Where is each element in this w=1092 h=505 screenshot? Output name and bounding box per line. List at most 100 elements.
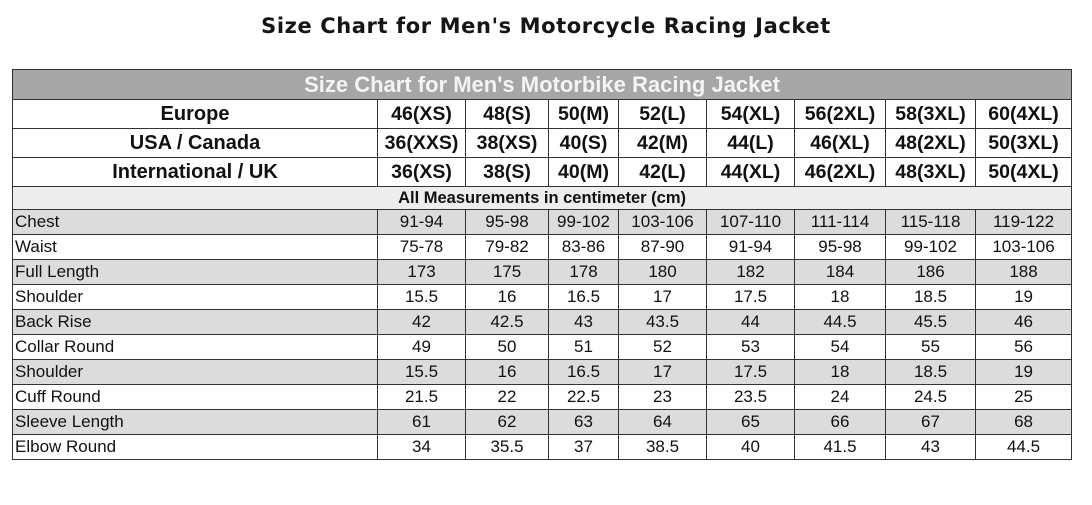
measurement-row: Shoulder 15.5 16 16.5 17 17.5 18 18.5 19: [12, 284, 1073, 310]
measurement-value-cell: 175: [465, 259, 549, 285]
size-chart-table: Size Chart for Men's Motorbike Racing Ja…: [11, 69, 1073, 460]
size-system-row: Europe 46(XS) 48(S) 50(M) 52(L) 54(XL) 56(2XL)…: [12, 99, 1073, 129]
measurement-value-cell: 24.5: [885, 384, 976, 410]
measurement-value-cell: 49: [377, 334, 466, 360]
measurement-label: Back Rise: [12, 309, 378, 335]
measurement-value-cell: 24: [794, 384, 886, 410]
measurement-value-cell: 46: [974, 309, 1073, 335]
measurement-value-cell: 44.5: [974, 434, 1073, 460]
measurement-value-cell: 182: [706, 259, 795, 285]
size-header-cell: 46(XS): [377, 99, 466, 129]
size-header-cell: 44(L): [706, 128, 795, 158]
measurement-label: Sleeve Length: [12, 409, 378, 435]
measurement-value-cell: 41.5: [794, 434, 886, 460]
measurement-label: Waist: [12, 234, 378, 260]
table-banner: Size Chart for Men's Motorbike Racing Ja…: [11, 69, 1073, 100]
measurement-value-cell: 56: [974, 334, 1073, 360]
size-header-cell: 48(3XL): [885, 157, 976, 187]
size-header-cell: 36(XXS): [377, 128, 466, 158]
size-header-cell: 46(2XL): [794, 157, 886, 187]
measurement-row: Sleeve Length 61 62 63 64 65 66 67 68: [12, 409, 1073, 435]
measurement-value-cell: 16: [465, 284, 549, 310]
measurement-value-cell: 21.5: [377, 384, 466, 410]
size-system-label: USA / Canada: [12, 128, 378, 158]
measurement-value-cell: 17: [618, 359, 707, 385]
measurement-value-cell: 43.5: [618, 309, 707, 335]
measurement-value-cell: 180: [618, 259, 707, 285]
size-header-cell: 52(L): [618, 99, 707, 129]
size-header-cell: 50(M): [548, 99, 619, 129]
measurement-value-cell: 188: [974, 259, 1073, 285]
measurement-value-cell: 186: [885, 259, 976, 285]
size-header-cell: 42(L): [618, 157, 707, 187]
size-header-cell: 48(2XL): [885, 128, 976, 158]
measurement-value-cell: 103-106: [974, 234, 1073, 260]
measurement-value-cell: 87-90: [618, 234, 707, 260]
measurement-value-cell: 35.5: [465, 434, 549, 460]
measurement-value-cell: 54: [794, 334, 886, 360]
size-header-cell: 38(XS): [465, 128, 549, 158]
measurement-value-cell: 68: [974, 409, 1073, 435]
measurement-label: Elbow Round: [12, 434, 378, 460]
measurement-row: Collar Round 49 50 51 52 53 54 55 56: [12, 334, 1073, 360]
size-header-cell: 54(XL): [706, 99, 795, 129]
measurement-value-cell: 40: [706, 434, 795, 460]
measurement-row: Waist 75-78 79-82 83-86 87-90 91-94 95-98 99-10…: [12, 234, 1073, 260]
size-system-label: International / UK: [12, 157, 378, 187]
measurement-value-cell: 119-122: [974, 209, 1073, 235]
measurement-value-cell: 23.5: [706, 384, 795, 410]
measurement-value-cell: 37: [548, 434, 619, 460]
measurement-value-cell: 15.5: [377, 359, 466, 385]
measurement-value-cell: 63: [548, 409, 619, 435]
measurement-value-cell: 103-106: [618, 209, 707, 235]
measurement-value-cell: 43: [885, 434, 976, 460]
measurement-value-cell: 43: [548, 309, 619, 335]
page-title: Size Chart for Men's Motorcycle Racing J…: [261, 14, 831, 38]
measurement-value-cell: 178: [548, 259, 619, 285]
measurement-value-cell: 51: [548, 334, 619, 360]
measurement-value-cell: 111-114: [794, 209, 886, 235]
measurement-label: Shoulder: [12, 359, 378, 385]
measurement-value-cell: 25: [974, 384, 1073, 410]
size-header-cell: 46(XL): [794, 128, 886, 158]
measurement-value-cell: 95-98: [794, 234, 886, 260]
units-note: All Measurements in centimeter (cm): [11, 186, 1073, 210]
measurement-value-cell: 50: [465, 334, 549, 360]
measurement-value-cell: 95-98: [465, 209, 549, 235]
measurement-value-cell: 18.5: [885, 284, 976, 310]
measurement-value-cell: 107-110: [706, 209, 795, 235]
measurement-row: Full Length 173 175 178 180 182 184 186 188: [12, 259, 1073, 285]
size-header-cell: 50(3XL): [974, 128, 1073, 158]
size-header-cell: 50(4XL): [974, 157, 1073, 187]
size-system-row: USA / Canada 36(XXS) 38(XS) 40(S) 42(M) 44(L)…: [12, 128, 1073, 158]
measurement-value-cell: 16.5: [548, 359, 619, 385]
measurement-value-cell: 62: [465, 409, 549, 435]
measurement-value-cell: 44.5: [794, 309, 886, 335]
measurement-value-cell: 115-118: [885, 209, 976, 235]
measurement-value-cell: 42: [377, 309, 466, 335]
measurement-row: Shoulder 15.5 16 16.5 17 17.5 18 18.5 19: [12, 359, 1073, 385]
measurement-value-cell: 61: [377, 409, 466, 435]
measurement-value-cell: 79-82: [465, 234, 549, 260]
measurement-value-cell: 66: [794, 409, 886, 435]
units-note-row: All Measurements in centimeter (cm): [11, 186, 1073, 210]
measurement-value-cell: 52: [618, 334, 707, 360]
measurement-value-cell: 184: [794, 259, 886, 285]
measurement-value-cell: 17.5: [706, 284, 795, 310]
measurement-value-cell: 19: [974, 284, 1073, 310]
table-banner-row: Size Chart for Men's Motorbike Racing Ja…: [11, 69, 1073, 100]
size-header-cell: 60(4XL): [974, 99, 1073, 129]
measurement-value-cell: 15.5: [377, 284, 466, 310]
measurement-value-cell: 99-102: [548, 209, 619, 235]
measurement-value-cell: 91-94: [377, 209, 466, 235]
measurement-value-cell: 18.5: [885, 359, 976, 385]
size-system-row: International / UK 36(XS) 38(S) 40(M) 42(L) 4…: [12, 157, 1073, 187]
measurement-value-cell: 22: [465, 384, 549, 410]
measurement-value-cell: 44: [706, 309, 795, 335]
measurement-value-cell: 99-102: [885, 234, 976, 260]
measurement-label: Cuff Round: [12, 384, 378, 410]
measurement-value-cell: 67: [885, 409, 976, 435]
size-system-label: Europe: [12, 99, 378, 129]
measurement-value-cell: 38.5: [618, 434, 707, 460]
measurement-label: Collar Round: [12, 334, 378, 360]
